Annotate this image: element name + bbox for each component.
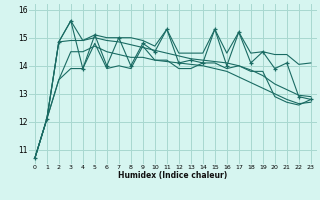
X-axis label: Humidex (Indice chaleur): Humidex (Indice chaleur)	[118, 171, 228, 180]
